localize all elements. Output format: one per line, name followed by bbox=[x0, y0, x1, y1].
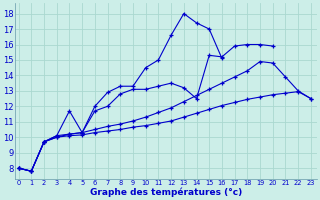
X-axis label: Graphe des températures (°c): Graphe des températures (°c) bbox=[90, 188, 242, 197]
